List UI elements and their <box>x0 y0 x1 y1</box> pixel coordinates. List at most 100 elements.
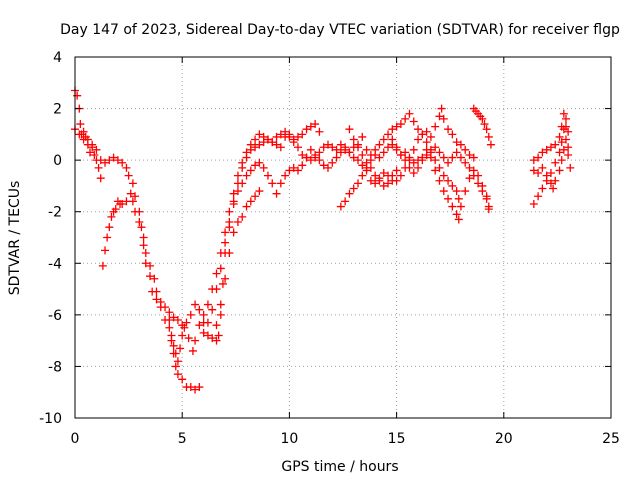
data-point <box>146 272 155 281</box>
chart-title: Day 147 of 2023, Sidereal Day-to-day VTE… <box>60 22 620 38</box>
data-point <box>431 122 440 131</box>
data-point <box>358 161 367 170</box>
data-point <box>173 357 182 366</box>
x-tick-label: 20 <box>495 431 513 447</box>
data-point <box>542 171 551 180</box>
data-point <box>534 153 543 162</box>
data-point <box>461 187 470 196</box>
data-point <box>238 179 247 188</box>
data-point <box>392 176 401 185</box>
data-point <box>414 163 423 172</box>
data-point <box>484 132 493 141</box>
data-point <box>465 174 474 183</box>
data-point <box>452 148 461 157</box>
data-point <box>216 300 225 309</box>
data-point <box>371 179 380 188</box>
series-t15 <box>529 135 573 193</box>
data-point <box>195 383 204 392</box>
data-point <box>534 169 543 178</box>
data-point <box>478 187 487 196</box>
y-tick-label: -6 <box>48 308 62 324</box>
data-point <box>439 153 448 162</box>
data-point <box>426 153 435 162</box>
data-point <box>362 145 371 154</box>
data-point <box>135 218 144 227</box>
data-point <box>559 145 568 154</box>
data-point <box>208 334 217 343</box>
grid <box>75 57 611 418</box>
data-point <box>92 145 101 154</box>
data-point <box>246 166 255 175</box>
data-point <box>238 158 247 167</box>
y-tick-label: -10 <box>39 411 62 427</box>
data-point <box>551 140 560 149</box>
data-point <box>203 318 212 327</box>
data-point <box>131 207 140 216</box>
data-point <box>141 248 150 257</box>
data-point <box>354 179 363 188</box>
data-point <box>225 248 234 257</box>
data-point <box>409 169 418 178</box>
data-point <box>126 189 135 198</box>
data-point <box>444 194 453 203</box>
data-point <box>165 323 174 332</box>
data-point <box>212 336 221 345</box>
data-point <box>173 316 182 325</box>
data-point <box>469 171 478 180</box>
data-point <box>152 295 161 304</box>
data-point <box>298 161 307 170</box>
data-point <box>255 187 264 196</box>
data-point <box>538 163 547 172</box>
data-point <box>216 264 225 273</box>
data-point <box>564 127 573 136</box>
data-point <box>169 341 178 350</box>
data-point <box>345 125 354 134</box>
data-point <box>375 153 384 162</box>
data-point <box>529 156 538 165</box>
data-point <box>212 285 221 294</box>
data-point <box>409 117 418 126</box>
data-point <box>165 308 174 317</box>
data-point <box>105 223 114 232</box>
x-axis-label: GPS time / hours <box>281 459 398 475</box>
data-point <box>281 171 290 180</box>
data-point <box>345 148 354 157</box>
x-tick-label: 5 <box>178 431 187 447</box>
data-point <box>128 197 137 206</box>
data-point <box>122 163 131 172</box>
data-point <box>272 132 281 141</box>
data-point <box>83 135 92 144</box>
data-point <box>435 112 444 121</box>
data-point <box>561 135 570 144</box>
data-point <box>561 114 570 123</box>
data-point <box>551 158 560 167</box>
data-point <box>422 145 431 154</box>
data-point <box>289 138 298 147</box>
data-point <box>255 140 264 149</box>
data-point <box>452 138 461 147</box>
x-tick-label: 10 <box>280 431 298 447</box>
data-point <box>529 199 538 208</box>
data-point <box>384 143 393 152</box>
data-point <box>555 148 564 157</box>
data-point <box>311 120 320 129</box>
data-point <box>469 153 478 162</box>
data-point <box>392 122 401 131</box>
data-point <box>246 197 255 206</box>
data-point <box>268 179 277 188</box>
series-t11 <box>388 135 463 224</box>
data-point <box>199 328 208 337</box>
data-point <box>186 383 195 392</box>
data-point <box>538 184 547 193</box>
data-point <box>529 166 538 175</box>
data-point <box>302 153 311 162</box>
data-point <box>306 145 315 154</box>
data-point <box>431 156 440 165</box>
data-point <box>131 192 140 201</box>
series-t14 <box>529 114 573 208</box>
data-point <box>474 179 483 188</box>
data-point <box>405 109 414 118</box>
data-point <box>203 300 212 309</box>
data-point <box>388 171 397 180</box>
data-point <box>566 163 575 172</box>
